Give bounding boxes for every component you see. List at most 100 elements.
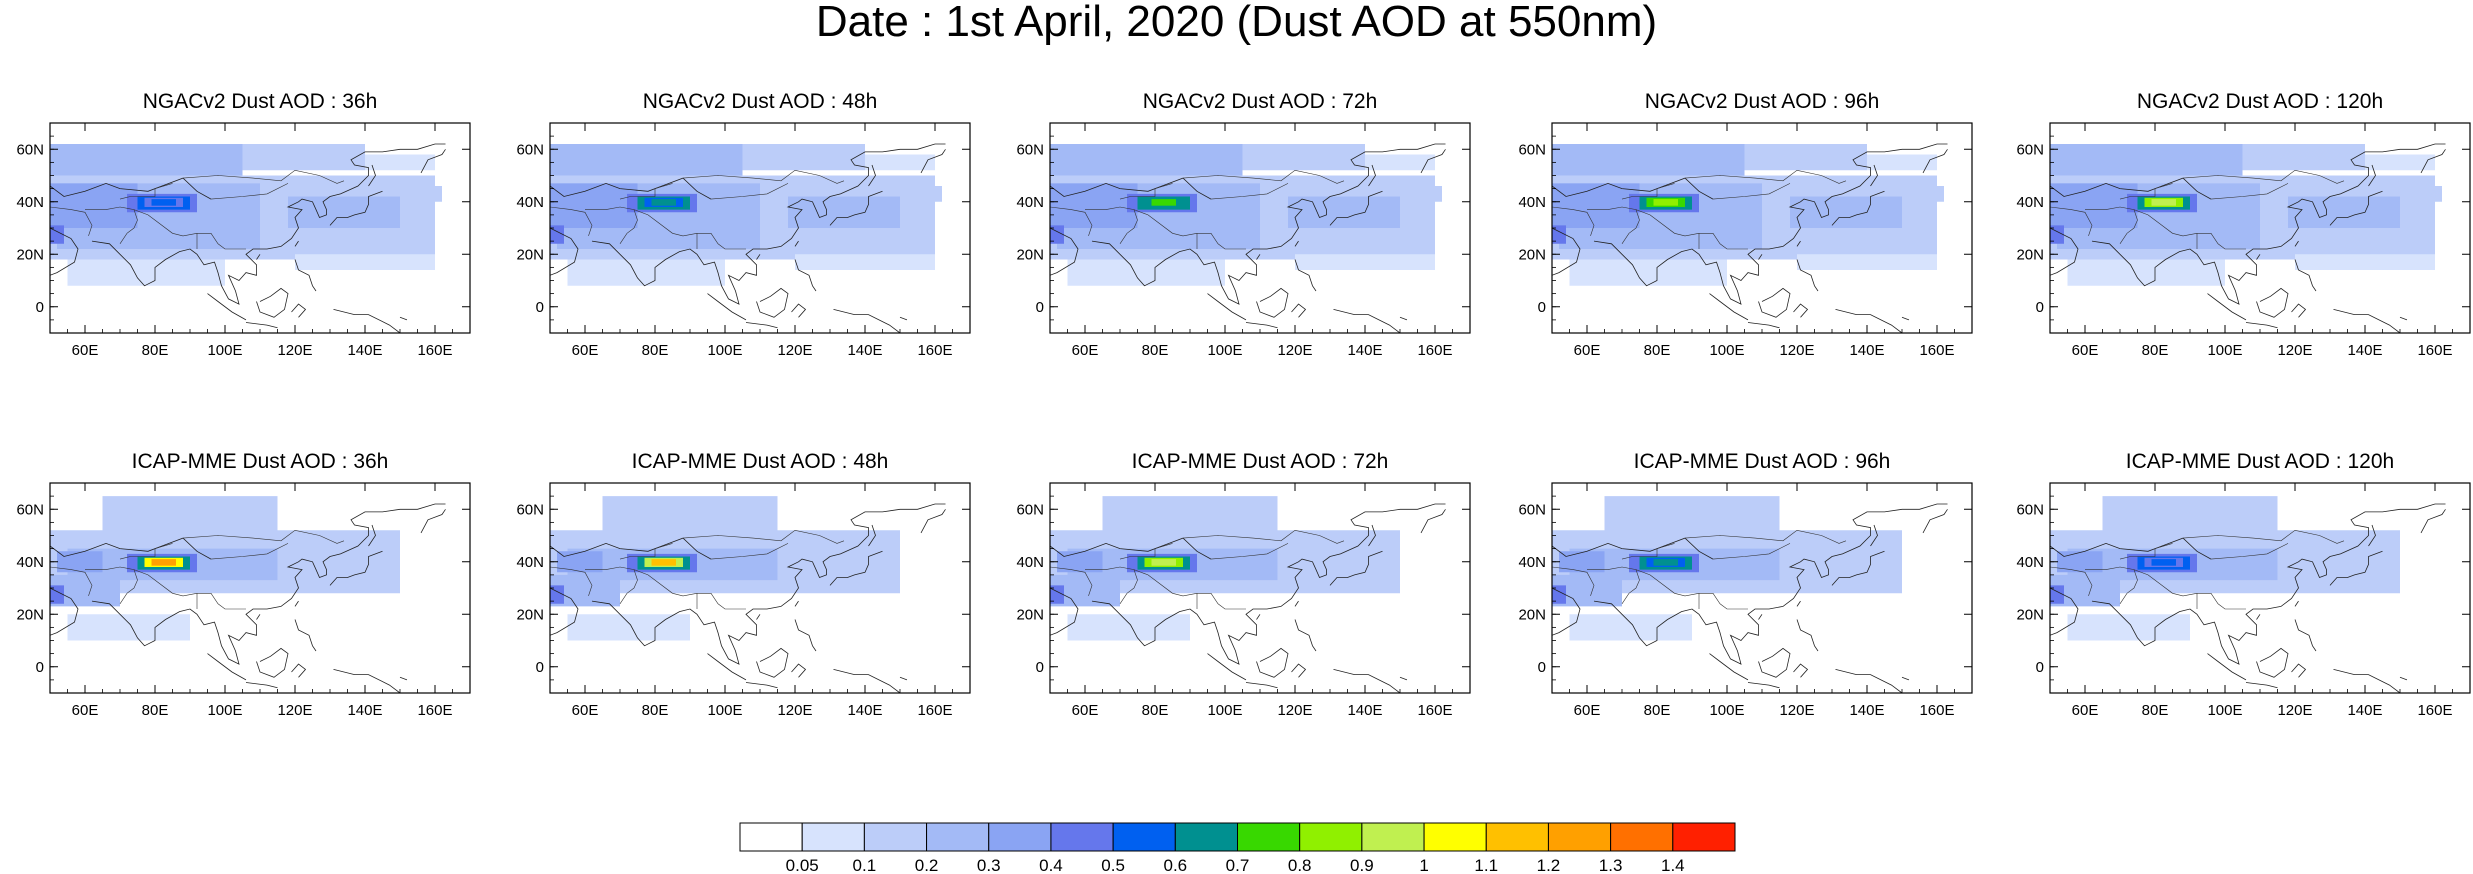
lat-tick-label: 20N — [1518, 246, 1546, 263]
coastline — [1796, 259, 1819, 292]
aod-shading — [1102, 496, 1278, 536]
coastline — [1291, 663, 1307, 678]
lon-tick-label: 60E — [1072, 702, 1099, 719]
aod-shading — [1790, 196, 1902, 228]
lon-tick-label: 100E — [1709, 702, 1744, 719]
map-panel: ICAP-MME Dust AOD : 96h 0 20N 40N 60N 60E 80E 1… — [1502, 450, 2002, 760]
aod-shading — [1569, 614, 1692, 641]
aod-shading — [567, 259, 725, 286]
aod-shading — [295, 254, 435, 270]
border-line — [2085, 206, 2138, 244]
coastline — [1091, 503, 1446, 665]
coastline — [2245, 322, 2278, 329]
aod-shading — [400, 186, 442, 202]
colorbar-label: 1 — [1419, 856, 1428, 874]
border-line — [550, 206, 593, 236]
panel-title: ICAP-MME Dust AOD : 36h — [131, 450, 389, 473]
lon-tick-label: 140E — [347, 702, 382, 719]
lon-tick-label: 80E — [142, 702, 169, 719]
aod-shading — [1067, 614, 1190, 641]
coastline — [1709, 653, 1749, 681]
lat-tick-label: 60N — [16, 141, 44, 158]
border-line — [1050, 566, 1093, 596]
lat-tick-label: 60N — [516, 501, 544, 518]
map-panel: NGACv2 Dust AOD : 72h 0 20N 40N 60N 60E 80E 100… — [1000, 90, 1500, 400]
aod-shading — [1295, 254, 1435, 270]
coastline — [245, 682, 278, 689]
coastline — [1207, 293, 1247, 321]
lon-tick-label: 140E — [847, 342, 882, 359]
lon-tick-label: 160E — [2417, 342, 2452, 359]
lon-tick-label: 160E — [1919, 702, 1954, 719]
coastline — [1552, 177, 1714, 200]
aod-shading — [50, 188, 85, 223]
border-line — [119, 183, 173, 200]
lon-tick-label: 100E — [2207, 342, 2242, 359]
colorbar-swatch — [1361, 822, 1425, 852]
lon-tick-label: 60E — [72, 342, 99, 359]
coastline — [756, 254, 761, 260]
coastline — [833, 669, 901, 693]
lon-tick-label: 140E — [847, 702, 882, 719]
panel-title: NGACv2 Dust AOD : 120h — [2136, 90, 2384, 113]
aod-field — [1050, 143, 1446, 333]
lat-tick-label: 60N — [1518, 141, 1546, 158]
coastline — [2245, 682, 2278, 689]
coastline — [868, 524, 876, 547]
border-line — [1050, 206, 1093, 236]
coastline — [2333, 669, 2401, 693]
border-line — [2119, 183, 2173, 200]
border-line — [1621, 543, 1675, 560]
lat-tick-label: 60N — [516, 141, 544, 158]
lon-tick-label: 80E — [1644, 702, 1671, 719]
coastline — [550, 587, 579, 636]
colorbar-swatch — [1547, 822, 1612, 852]
aod-shading — [777, 551, 883, 578]
aod-hotspot — [651, 559, 676, 566]
lon-tick-label: 80E — [1142, 342, 1169, 359]
aod-hotspot — [2151, 199, 2176, 206]
aod-shading — [1050, 188, 1085, 223]
aod-shading — [67, 614, 190, 641]
lat-tick-label: 20N — [2016, 606, 2044, 623]
aod-shading — [2365, 154, 2435, 171]
border-line — [1085, 206, 1138, 244]
coastline — [2091, 143, 2446, 305]
coastline — [2207, 653, 2247, 681]
aod-shading — [788, 196, 900, 228]
map-canvas: 0 20N 40N 60N 60E 80E 100E 120E 140E 160E — [516, 122, 971, 359]
aod-shading — [1365, 154, 1435, 171]
coastline — [2050, 227, 2079, 276]
coastline — [2291, 663, 2307, 678]
aod-shading — [865, 154, 935, 171]
lat-tick-label: 40N — [2016, 554, 2044, 571]
colorbar-swatch — [1485, 822, 1549, 852]
coastline — [550, 537, 712, 560]
coastline — [2333, 309, 2401, 333]
coastline — [1245, 322, 1278, 329]
coastline — [329, 550, 383, 586]
coastline — [794, 240, 799, 247]
lat-tick-label: 60N — [2016, 501, 2044, 518]
coastline — [1399, 676, 1408, 681]
lon-tick-label: 80E — [642, 702, 669, 719]
colorbar-label: 0.8 — [1288, 856, 1312, 874]
aod-shading — [2050, 188, 2085, 223]
lat-tick-label: 40N — [1016, 554, 1044, 571]
coastline — [291, 303, 307, 318]
aod-shading — [550, 188, 585, 223]
coastline — [1796, 619, 1819, 652]
lon-tick-label: 60E — [1574, 342, 1601, 359]
aod-shading — [67, 259, 225, 286]
coastline — [50, 227, 79, 276]
lon-tick-label: 100E — [707, 342, 742, 359]
aod-hotspot — [1653, 559, 1678, 566]
lat-tick-label: 0 — [36, 299, 44, 316]
border-line — [210, 183, 289, 200]
aod-shading — [288, 196, 400, 228]
panel-title: NGACv2 Dust AOD : 36h — [142, 90, 378, 113]
coastline — [420, 509, 446, 534]
lon-tick-label: 60E — [1574, 702, 1601, 719]
lon-tick-label: 80E — [1142, 702, 1169, 719]
map-panel: ICAP-MME Dust AOD : 72h 0 20N 40N 60N 60E 80E 1… — [1000, 450, 1500, 760]
